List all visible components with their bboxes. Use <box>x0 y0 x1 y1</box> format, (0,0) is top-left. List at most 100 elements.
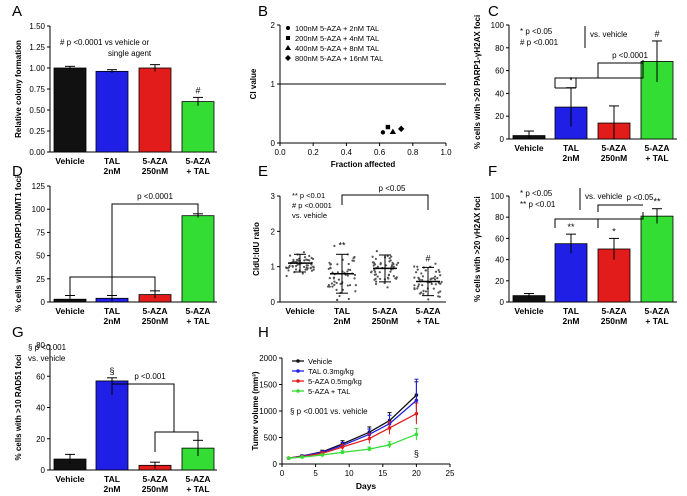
axes-h: 0 500 1000 1500 2000 Tumor volume (mm³) H 0 5 10 1… <box>251 324 455 491</box>
data-dot <box>429 278 432 281</box>
x-category-label: 250nM <box>372 316 398 326</box>
axes-a: 0.00 0.25 0.50 0.75 1.00 1.25 1.50 Relative col… <box>12 3 217 176</box>
x-category-label: 5-AZA <box>142 474 167 484</box>
data-dot <box>437 295 440 298</box>
axes-g: 0 20 40 60 80 % cells with >10 RAD51 foci G § Ve… <box>12 324 217 494</box>
y-tick-label: 80 <box>495 44 504 53</box>
data-point <box>385 124 391 130</box>
bar <box>181 215 215 303</box>
data-dot <box>354 284 357 287</box>
x-category-label: Vehicle <box>55 156 85 166</box>
data-dot <box>346 270 349 273</box>
significance-mark: § <box>414 448 419 458</box>
data-dot <box>438 270 441 273</box>
data-dot <box>310 269 314 272</box>
y-axis-label: CldU:IdU ratio <box>252 222 261 276</box>
data-dot <box>373 278 376 281</box>
data-dot <box>421 275 425 278</box>
x-category-label: 250nM <box>601 316 627 326</box>
y-tick-label: 60 <box>495 234 504 243</box>
annotation-text: vs. vehicle <box>585 192 623 201</box>
y-tick-label: 0 <box>273 460 278 469</box>
y-tick-label: 0 <box>271 298 276 307</box>
data-dot <box>374 257 378 261</box>
x-tick-label: 5 <box>313 469 318 478</box>
annotation-text: ** p <0.01 <box>520 200 556 209</box>
data-dot <box>332 276 336 279</box>
data-dot <box>294 264 298 268</box>
bracket <box>597 62 643 78</box>
data-dot <box>312 266 315 269</box>
data-dot <box>292 258 295 261</box>
annotation-text: vs. vehicle <box>28 354 66 363</box>
panel-letter: F <box>488 163 497 180</box>
y-tick-label: 1.50 <box>29 22 45 31</box>
x-category-label: 5-AZA <box>372 306 397 316</box>
significance-mark: # <box>654 29 659 39</box>
legend-label: 800nM 5-AZA + 16nM TAL <box>295 54 383 63</box>
y-tick-label: 500 <box>264 434 278 443</box>
data-dot <box>346 284 349 287</box>
x-tick-label: 0.6 <box>374 148 386 157</box>
y-tick-label: 3 <box>271 192 276 201</box>
y-tick-label: 100 <box>491 192 505 201</box>
data-dot <box>348 284 352 287</box>
legend-marker <box>296 359 300 363</box>
x-category-label: TAL <box>563 143 579 153</box>
y-tick-label: 0 <box>500 298 505 307</box>
bracket-label: p <0.0001 <box>137 192 173 201</box>
data-dot <box>347 262 350 266</box>
axes-d: 0 25 50 75 100 125 % cells with >20 PARP1-DNMT… <box>12 163 217 326</box>
legend-marker <box>296 379 300 383</box>
y-tick-label: 0.75 <box>29 85 45 94</box>
data-dot <box>424 269 427 272</box>
data-dot <box>353 273 357 277</box>
data-dot <box>375 280 378 283</box>
panel-letter: B <box>258 3 268 20</box>
bracket <box>554 60 644 88</box>
significance-mark: * <box>569 76 573 86</box>
data-dot <box>413 287 416 290</box>
data-dot <box>287 269 290 272</box>
data-dot <box>285 266 288 270</box>
bracket-label: p <0.001 <box>134 372 166 381</box>
y-axis-label: % cells with >10 RAD51 foci <box>14 354 23 460</box>
bracket <box>111 383 175 432</box>
data-dot <box>387 277 390 280</box>
data-point <box>414 398 419 403</box>
data-dot <box>304 268 307 271</box>
bracket <box>554 212 644 228</box>
x-category-label: 5-AZA <box>415 306 440 316</box>
x-tick-label: 0.0 <box>274 148 286 157</box>
data-dot <box>386 286 389 289</box>
data-dot <box>418 278 421 281</box>
annotation-text: vs. vehicle <box>590 30 628 39</box>
legend-label: 5-AZA 0.5mg/kg <box>308 377 362 386</box>
y-tick-label: 50 <box>36 252 45 261</box>
y-tick-label: 100 <box>491 21 505 30</box>
bracket <box>341 194 429 210</box>
data-dot <box>338 294 341 298</box>
data-dot <box>413 265 416 268</box>
x-category-label: + TAL <box>645 153 668 163</box>
data-point <box>387 426 392 430</box>
data-dot <box>432 287 435 290</box>
data-dot <box>306 258 310 262</box>
x-axis-label: Days <box>356 481 377 491</box>
x-tick-label: 1.0 <box>440 148 452 157</box>
data-dot <box>339 282 342 285</box>
legend-label: 5-AZA + TAL <box>308 387 350 396</box>
data-dot <box>333 244 336 247</box>
annotation-text: # p <0.0001 vs vehicle or <box>60 38 150 47</box>
x-category-label: 5-AZA <box>142 306 167 316</box>
data-point <box>414 411 419 416</box>
y-tick-label: 1000 <box>259 407 277 416</box>
x-category-label: 2nM <box>563 316 580 326</box>
y-tick-label: 0.00 <box>29 148 45 157</box>
y-tick-label: 40 <box>36 404 45 413</box>
y-tick-label: 40 <box>495 89 504 98</box>
annotation-text: * p <0.05 <box>520 27 553 36</box>
data-dot <box>374 270 377 273</box>
y-axis-label: Tumor volume (mm³) <box>251 371 260 450</box>
